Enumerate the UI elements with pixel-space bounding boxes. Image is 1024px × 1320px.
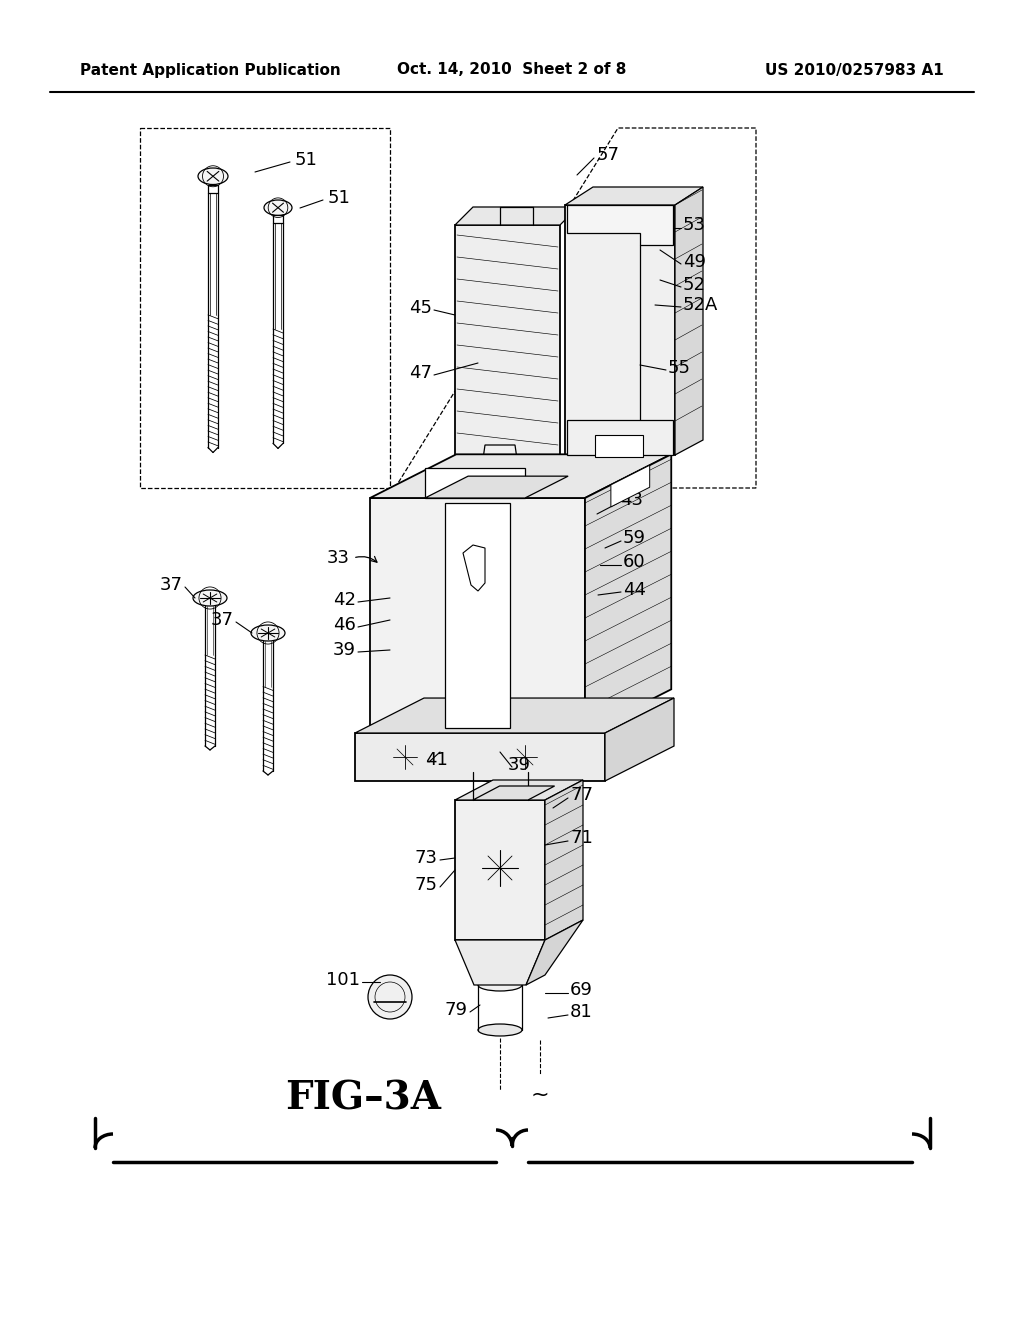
Polygon shape bbox=[455, 224, 560, 480]
Text: Patent Application Publication: Patent Application Publication bbox=[80, 62, 341, 78]
Polygon shape bbox=[611, 465, 649, 507]
Polygon shape bbox=[605, 698, 674, 781]
Polygon shape bbox=[565, 205, 675, 455]
Ellipse shape bbox=[478, 1024, 522, 1036]
Text: 73: 73 bbox=[415, 849, 438, 867]
Circle shape bbox=[677, 325, 693, 341]
Text: 37: 37 bbox=[211, 611, 234, 630]
Text: 69: 69 bbox=[570, 981, 593, 999]
Polygon shape bbox=[445, 503, 510, 729]
Polygon shape bbox=[355, 733, 605, 781]
Text: 39: 39 bbox=[333, 642, 356, 659]
Text: 71: 71 bbox=[570, 829, 593, 847]
Text: 77: 77 bbox=[570, 785, 593, 804]
Circle shape bbox=[389, 741, 421, 774]
Polygon shape bbox=[526, 920, 583, 985]
Text: 49: 49 bbox=[683, 253, 706, 271]
Text: 101: 101 bbox=[326, 972, 360, 989]
Text: 75: 75 bbox=[415, 876, 438, 894]
Text: 46: 46 bbox=[333, 616, 356, 634]
Polygon shape bbox=[595, 436, 643, 457]
Text: US 2010/0257983 A1: US 2010/0257983 A1 bbox=[765, 62, 944, 78]
Text: 45: 45 bbox=[409, 300, 432, 317]
Text: 53: 53 bbox=[683, 216, 706, 234]
Text: 37: 37 bbox=[160, 576, 183, 594]
Circle shape bbox=[609, 210, 629, 230]
Text: 51: 51 bbox=[328, 189, 351, 207]
Ellipse shape bbox=[478, 979, 522, 991]
Polygon shape bbox=[675, 187, 703, 455]
Text: 47: 47 bbox=[409, 364, 432, 381]
Ellipse shape bbox=[198, 168, 228, 185]
Polygon shape bbox=[425, 477, 568, 498]
Polygon shape bbox=[455, 207, 578, 224]
Polygon shape bbox=[585, 454, 672, 733]
Ellipse shape bbox=[193, 590, 227, 606]
Text: 51: 51 bbox=[295, 150, 317, 169]
Text: 59: 59 bbox=[623, 529, 646, 546]
Circle shape bbox=[404, 701, 433, 730]
Polygon shape bbox=[455, 800, 545, 940]
Text: FIG–3A: FIG–3A bbox=[285, 1078, 441, 1117]
Text: 52A: 52A bbox=[683, 296, 719, 314]
Circle shape bbox=[558, 701, 586, 730]
Text: 79: 79 bbox=[445, 1001, 468, 1019]
Ellipse shape bbox=[264, 201, 292, 215]
Text: 81: 81 bbox=[570, 1003, 593, 1020]
Ellipse shape bbox=[251, 624, 285, 642]
Polygon shape bbox=[567, 420, 673, 455]
Polygon shape bbox=[455, 940, 545, 985]
Text: 43: 43 bbox=[620, 491, 643, 510]
Bar bbox=[140, 128, 390, 488]
Polygon shape bbox=[355, 698, 674, 733]
Circle shape bbox=[620, 548, 637, 565]
Text: 57: 57 bbox=[597, 147, 620, 164]
Text: 44: 44 bbox=[623, 581, 646, 599]
Text: 42: 42 bbox=[333, 591, 356, 609]
Circle shape bbox=[478, 846, 522, 890]
Text: ~: ~ bbox=[530, 1085, 549, 1105]
Circle shape bbox=[368, 975, 412, 1019]
Text: 60: 60 bbox=[623, 553, 645, 572]
Text: 33: 33 bbox=[327, 549, 350, 568]
Polygon shape bbox=[545, 780, 583, 940]
Text: Oct. 14, 2010  Sheet 2 of 8: Oct. 14, 2010 Sheet 2 of 8 bbox=[397, 62, 627, 78]
Polygon shape bbox=[473, 785, 555, 800]
Polygon shape bbox=[455, 780, 583, 800]
Text: 39: 39 bbox=[508, 756, 531, 774]
Polygon shape bbox=[480, 445, 527, 540]
Polygon shape bbox=[370, 498, 585, 733]
Circle shape bbox=[509, 741, 541, 774]
Text: 52: 52 bbox=[683, 276, 706, 294]
Polygon shape bbox=[565, 187, 703, 205]
Text: 55: 55 bbox=[668, 359, 691, 378]
Polygon shape bbox=[425, 469, 525, 498]
Polygon shape bbox=[567, 205, 673, 246]
Text: 41: 41 bbox=[425, 751, 447, 770]
Polygon shape bbox=[370, 454, 672, 498]
